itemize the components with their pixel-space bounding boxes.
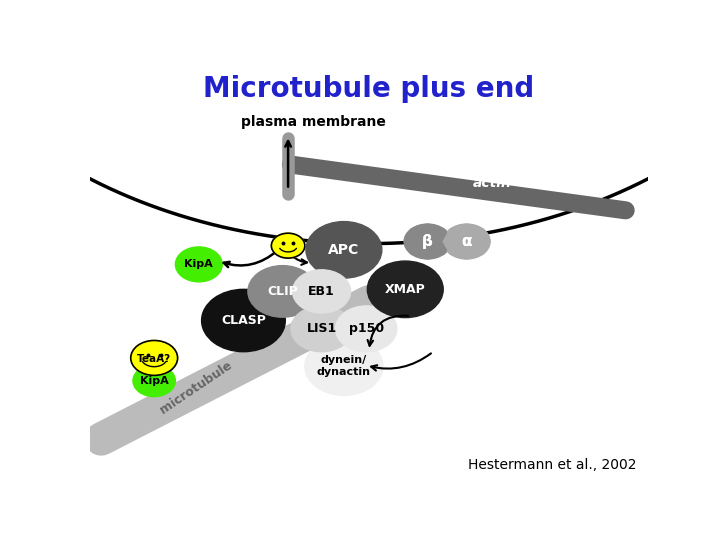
Circle shape [404,224,451,259]
Text: dynein/
dynactin: dynein/ dynactin [317,355,371,377]
Text: β: β [422,234,433,249]
Circle shape [336,306,397,352]
Circle shape [176,247,222,282]
Circle shape [202,289,285,352]
Text: KipA: KipA [184,259,213,269]
Text: TeaA?: TeaA? [137,354,171,364]
Text: α: α [462,234,472,249]
Text: CLIP: CLIP [267,285,298,298]
Text: p150: p150 [348,322,384,335]
Text: CLASP: CLASP [221,314,266,327]
Text: APC: APC [328,243,359,257]
Circle shape [248,266,317,317]
Text: Microtubule plus end: Microtubule plus end [203,75,535,103]
Circle shape [306,221,382,278]
Text: XMAP: XMAP [385,283,426,296]
Text: α: α [462,234,472,249]
Circle shape [133,365,176,396]
Circle shape [367,261,444,318]
Circle shape [291,306,352,352]
Circle shape [444,224,490,259]
Circle shape [131,341,178,375]
Text: LIS1: LIS1 [307,322,337,335]
Text: Hestermann et al., 2002: Hestermann et al., 2002 [468,458,637,472]
Text: KipA: KipA [140,376,168,386]
Circle shape [305,337,383,395]
Circle shape [271,233,305,258]
Circle shape [292,270,351,313]
Text: β: β [422,234,433,249]
Text: microtubule: microtubule [158,358,235,416]
Text: plasma membrane: plasma membrane [240,115,386,129]
Text: actin: actin [472,176,511,190]
Text: EB1: EB1 [308,285,335,298]
